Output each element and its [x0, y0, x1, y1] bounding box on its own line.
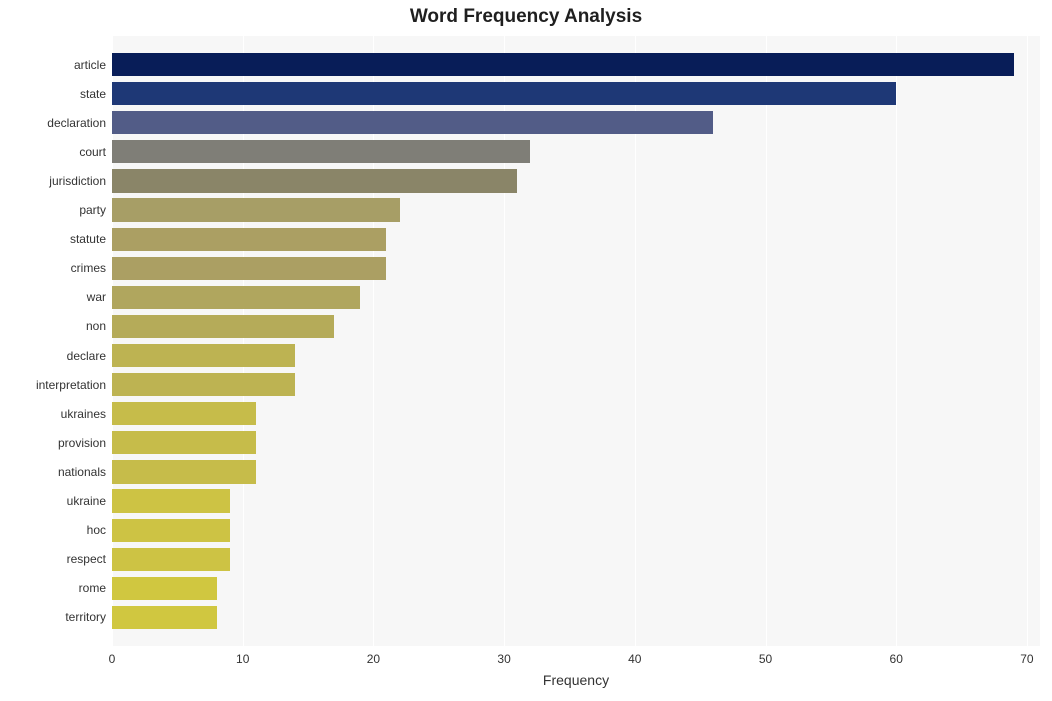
bar — [112, 489, 230, 512]
y-tick-label: rome — [79, 581, 106, 595]
y-tick-label: ukraines — [61, 407, 106, 421]
bar — [112, 519, 230, 542]
y-tick-label: court — [79, 145, 106, 159]
y-tick-label: respect — [67, 552, 106, 566]
chart-title: Word Frequency Analysis — [0, 6, 1052, 28]
y-tick-label: crimes — [71, 261, 106, 275]
y-tick-label: declaration — [47, 116, 106, 130]
y-tick-label: hoc — [87, 523, 106, 537]
bar — [112, 53, 1014, 76]
bar — [112, 169, 517, 192]
y-tick-label: state — [80, 87, 106, 101]
bar — [112, 548, 230, 571]
x-tick-label: 60 — [890, 652, 903, 666]
grid-line — [766, 36, 767, 646]
bar — [112, 257, 386, 280]
y-tick-label: war — [87, 290, 106, 304]
bar — [112, 373, 295, 396]
x-axis-title: Frequency — [112, 672, 1040, 688]
x-tick-label: 70 — [1020, 652, 1033, 666]
y-tick-label: ukraine — [67, 494, 106, 508]
bar — [112, 140, 530, 163]
x-tick-label: 30 — [497, 652, 510, 666]
y-tick-label: article — [74, 58, 106, 72]
bar — [112, 198, 400, 221]
bar — [112, 286, 360, 309]
x-tick-label: 0 — [109, 652, 116, 666]
bar — [112, 431, 256, 454]
x-tick-label: 40 — [628, 652, 641, 666]
bar — [112, 606, 217, 629]
y-tick-label: statute — [70, 232, 106, 246]
plot-area — [112, 36, 1040, 646]
bar — [112, 402, 256, 425]
y-tick-label: provision — [58, 436, 106, 450]
y-tick-label: party — [79, 203, 106, 217]
x-tick-label: 10 — [236, 652, 249, 666]
bar — [112, 82, 896, 105]
x-tick-label: 20 — [367, 652, 380, 666]
y-tick-label: territory — [65, 610, 106, 624]
bar — [112, 315, 334, 338]
y-axis-labels: article state declaration court jurisdiction… — [0, 36, 106, 646]
y-tick-label: nationals — [58, 465, 106, 479]
y-tick-label: jurisdiction — [49, 174, 106, 188]
grid-line — [896, 36, 897, 646]
y-tick-label: non — [86, 319, 106, 333]
bar — [112, 111, 713, 134]
bar — [112, 344, 295, 367]
bar — [112, 228, 386, 251]
y-tick-label: interpretation — [36, 378, 106, 392]
bar — [112, 460, 256, 483]
grid-line — [1027, 36, 1028, 646]
bar — [112, 577, 217, 600]
y-tick-label: declare — [67, 349, 106, 363]
x-tick-label: 50 — [759, 652, 772, 666]
word-frequency-chart: Word Frequency Analysis article state decl… — [0, 0, 1052, 701]
